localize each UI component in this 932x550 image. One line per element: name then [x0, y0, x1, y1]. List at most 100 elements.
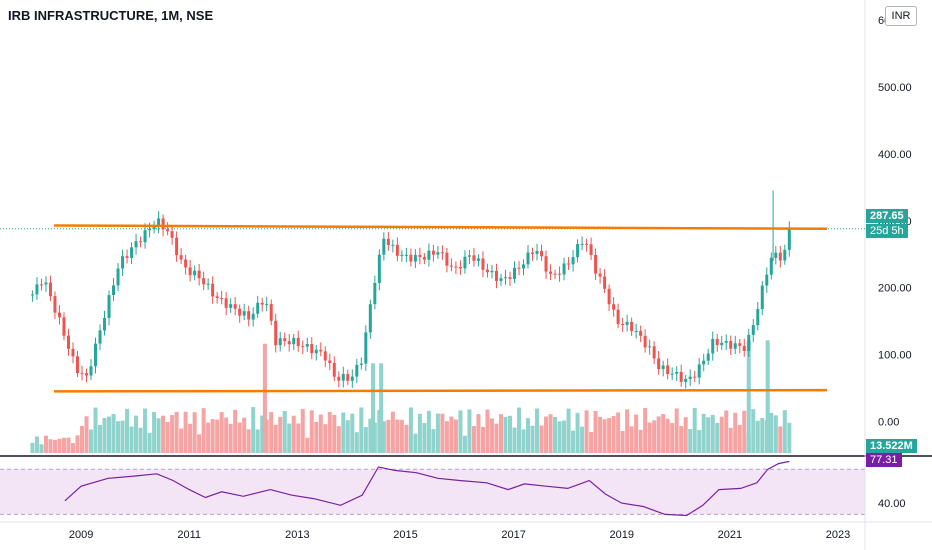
volume-bar [381, 421, 386, 453]
volume-bar [413, 433, 418, 453]
candle-body [679, 371, 683, 382]
volume-bar [179, 428, 184, 453]
volume-bar [233, 409, 238, 453]
candle-body [503, 277, 507, 279]
volume-bar [287, 423, 292, 453]
time-tick-label: 2021 [718, 529, 742, 541]
candle-body [625, 321, 629, 325]
candle-body [30, 294, 34, 296]
volume-bar [161, 415, 166, 453]
candle-body [35, 284, 39, 295]
volume-bar [535, 408, 540, 453]
currency-button[interactable]: INR [885, 6, 917, 26]
volume-bar [143, 408, 148, 453]
volume-bar [206, 422, 211, 453]
candle-body [634, 331, 638, 333]
volume-bar [760, 417, 765, 453]
volume-bar [305, 437, 310, 453]
volume-bar [562, 420, 567, 453]
candle-body [193, 270, 197, 276]
volume-bar [368, 418, 373, 453]
candle-body [449, 265, 453, 267]
candle-body [720, 342, 724, 346]
volume-bar [607, 418, 612, 453]
candle-body [522, 264, 526, 269]
volume-bar [589, 431, 594, 453]
volume-bar [98, 424, 103, 453]
candle-body [206, 283, 210, 285]
candle-body [157, 218, 161, 227]
volume-bar [345, 420, 350, 453]
volume-bar [683, 417, 688, 453]
volume-bar [125, 408, 130, 453]
volume-bar [517, 407, 521, 453]
volume-bar [246, 429, 251, 453]
candle-body [621, 323, 625, 325]
volume-bar [165, 421, 170, 453]
volume-spike-bar [765, 340, 770, 453]
volume-bar [435, 413, 440, 453]
volume-bar [728, 427, 733, 453]
candle-body [287, 341, 291, 345]
volume-bar [224, 417, 229, 453]
candle-body [391, 244, 395, 246]
candle-body [274, 320, 278, 346]
candle-body [359, 363, 363, 365]
candle-body [62, 317, 66, 336]
volume-bar [314, 421, 319, 453]
candle-body [733, 343, 737, 349]
candle-body [395, 244, 399, 256]
candle-body [598, 273, 602, 277]
candle-body [377, 254, 381, 283]
candle-body [332, 362, 336, 377]
candle-body [220, 298, 224, 300]
volume-bar [602, 419, 607, 453]
candle-body [184, 259, 188, 268]
candle-body [684, 378, 688, 382]
candle-body [508, 277, 512, 279]
candle-body [148, 229, 152, 231]
volume-bar [453, 419, 458, 453]
volume-bar [318, 414, 323, 453]
volume-bar [715, 422, 720, 453]
volume-bar [688, 429, 693, 453]
volume-bar [787, 422, 792, 453]
candle-body [301, 346, 305, 348]
candle-body [571, 257, 575, 265]
volume-bar [620, 431, 625, 453]
candle-body [422, 257, 426, 260]
candle-body [337, 376, 341, 381]
volume-bar [278, 416, 283, 453]
candle-body [350, 376, 354, 381]
candle-body [729, 340, 733, 349]
chart-title: IRB INFRASTRUCTURE, 1M, NSE [8, 8, 214, 23]
volume-bar [197, 434, 202, 453]
candle-body [134, 241, 138, 248]
volume-bar [201, 408, 206, 453]
volume-bar [43, 435, 48, 453]
candle-body [152, 226, 156, 230]
volume-bar [566, 408, 571, 453]
volume-bar [710, 414, 715, 453]
volume-bar [544, 416, 549, 453]
candle-body [139, 241, 143, 243]
volume-bar [93, 407, 98, 453]
volume-bar [458, 410, 463, 453]
candle-body [639, 331, 643, 336]
volume-bar [616, 412, 621, 453]
candle-body [368, 304, 372, 333]
time-tick-label: 2013 [285, 529, 309, 541]
volume-bar [61, 437, 66, 453]
candle-body [188, 267, 192, 276]
volume-bar [755, 420, 760, 453]
candle-body [454, 266, 458, 268]
volume-bar [102, 418, 107, 453]
volume-bar [571, 430, 576, 453]
volume-bar [170, 415, 175, 453]
volume-bar [188, 423, 193, 453]
volume-bar [598, 417, 603, 453]
candle-body [643, 335, 647, 348]
volume-bar [192, 412, 197, 453]
price-tick-label: 400.00 [878, 149, 912, 161]
volume-bar [737, 424, 742, 453]
